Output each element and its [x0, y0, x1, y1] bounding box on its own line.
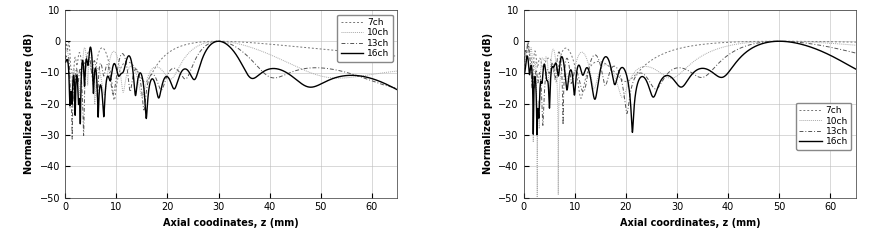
Line: 10ch: 10ch: [65, 41, 397, 108]
10ch: [307, 72, 317, 74]
10ch: [213, 40, 223, 43]
16ch: [765, 40, 775, 43]
7ch: [639, 64, 649, 67]
10ch: [783, 40, 793, 43]
7ch: [715, 41, 726, 44]
Y-axis label: Normalized pressure (dB): Normalized pressure (dB): [483, 33, 493, 174]
7ch: [77, 66, 88, 69]
13ch: [67, 138, 77, 140]
7ch: [535, 58, 546, 61]
Line: 16ch: 16ch: [65, 41, 397, 124]
7ch: [519, 72, 529, 76]
Legend: 7ch, 10ch, 13ch, 16ch: 7ch, 10ch, 13ch, 16ch: [337, 14, 393, 62]
7ch: [271, 43, 282, 46]
Line: 10ch: 10ch: [524, 41, 856, 198]
10ch: [532, 196, 542, 199]
16ch: [75, 122, 85, 125]
16ch: [783, 40, 793, 43]
10ch: [271, 56, 282, 59]
7ch: [774, 40, 785, 43]
13ch: [639, 73, 649, 76]
X-axis label: Axial coordinates, z (mm): Axial coordinates, z (mm): [620, 218, 760, 228]
13ch: [324, 67, 335, 70]
7ch: [68, 99, 78, 102]
7ch: [324, 48, 335, 51]
16ch: [324, 78, 335, 82]
13ch: [77, 92, 88, 95]
7ch: [765, 40, 775, 43]
10ch: [181, 55, 191, 58]
10ch: [765, 40, 775, 43]
7ch: [307, 47, 317, 50]
Line: 16ch: 16ch: [524, 41, 856, 135]
7ch: [851, 41, 861, 44]
16ch: [519, 73, 529, 76]
16ch: [532, 133, 542, 136]
7ch: [60, 48, 70, 51]
16ch: [256, 71, 267, 74]
Line: 7ch: 7ch: [65, 41, 397, 100]
Y-axis label: Normalized pressure (dB): Normalized pressure (dB): [24, 33, 34, 174]
Line: 13ch: 13ch: [524, 41, 856, 125]
16ch: [307, 86, 317, 89]
10ch: [639, 65, 649, 68]
13ch: [519, 58, 529, 61]
13ch: [730, 49, 740, 52]
16ch: [774, 40, 785, 43]
7ch: [730, 40, 740, 43]
16ch: [213, 40, 223, 43]
16ch: [535, 80, 546, 83]
10ch: [77, 68, 88, 71]
Legend: 7ch, 10ch, 13ch, 16ch: 7ch, 10ch, 13ch, 16ch: [796, 102, 852, 150]
13ch: [535, 77, 546, 80]
10ch: [730, 43, 740, 46]
10ch: [535, 69, 546, 72]
X-axis label: Axial coodinates, z (mm): Axial coodinates, z (mm): [163, 218, 299, 228]
13ch: [181, 78, 191, 80]
Line: 13ch: 13ch: [65, 41, 397, 139]
7ch: [576, 97, 587, 100]
10ch: [392, 70, 402, 72]
16ch: [77, 61, 88, 64]
16ch: [639, 76, 649, 79]
13ch: [783, 40, 793, 43]
7ch: [256, 42, 267, 45]
13ch: [271, 76, 282, 79]
13ch: [392, 86, 402, 90]
16ch: [715, 76, 726, 79]
7ch: [783, 40, 793, 43]
16ch: [851, 68, 861, 71]
13ch: [774, 40, 785, 43]
13ch: [538, 124, 548, 127]
Line: 7ch: 7ch: [524, 41, 856, 98]
13ch: [60, 58, 70, 60]
10ch: [774, 40, 785, 43]
16ch: [730, 62, 740, 65]
16ch: [271, 67, 282, 70]
10ch: [256, 50, 267, 53]
13ch: [851, 52, 861, 54]
10ch: [60, 52, 70, 54]
10ch: [519, 66, 529, 69]
16ch: [181, 68, 191, 70]
13ch: [256, 70, 267, 72]
16ch: [60, 60, 70, 64]
10ch: [324, 76, 335, 79]
13ch: [213, 40, 223, 43]
13ch: [307, 66, 317, 69]
10ch: [851, 44, 861, 47]
16ch: [392, 88, 402, 91]
10ch: [715, 46, 726, 50]
7ch: [392, 55, 402, 58]
13ch: [765, 40, 775, 43]
7ch: [181, 43, 191, 46]
7ch: [213, 40, 223, 43]
13ch: [715, 60, 726, 63]
10ch: [65, 107, 76, 110]
